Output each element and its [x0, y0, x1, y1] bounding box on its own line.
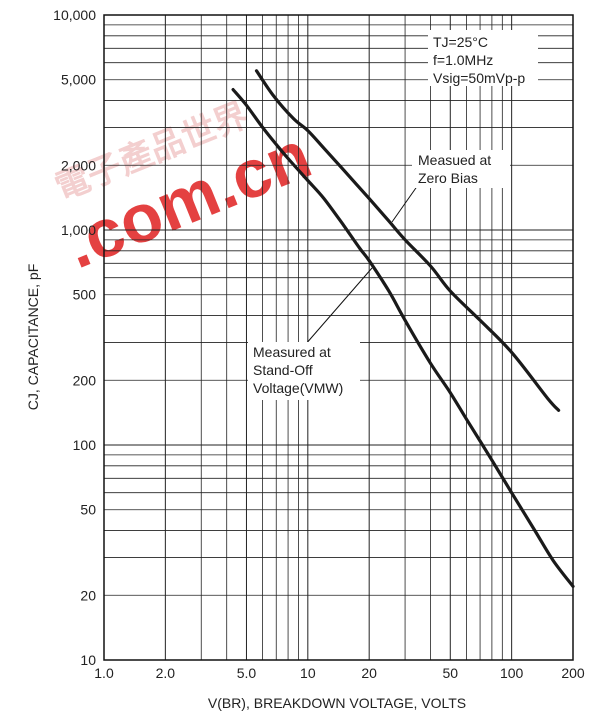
x-tick-label: 20 [361, 665, 377, 681]
standoff-label-line2: Stand-Off [253, 362, 313, 378]
standoff-label-line1: Measured at [253, 344, 331, 360]
condition-vsig: Vsig=50mVp-p [433, 70, 525, 86]
standoff-callout: Measured at Stand-Off Voltage(VMW) [248, 268, 372, 400]
x-tick-labels: 1.0 2.0 5.0 10 20 50 100 200 [94, 665, 585, 681]
grid [104, 15, 573, 660]
condition-tj: TJ=25°C [433, 34, 488, 50]
y-tick-label: 1,000 [61, 222, 96, 238]
y-tick-label: 10 [80, 652, 96, 668]
watermark: 電子產品世界 .com.cn [50, 95, 321, 283]
zero-bias-label-line2: Zero Bias [418, 170, 478, 186]
y-tick-label: 100 [73, 437, 97, 453]
y-tick-label: 500 [73, 287, 97, 303]
x-tick-label: 5.0 [237, 665, 257, 681]
standoff-label-line3: Voltage(VMW) [253, 380, 343, 396]
x-tick-label: 100 [500, 665, 524, 681]
y-tick-label: 20 [80, 587, 96, 603]
y-tick-label: 200 [73, 372, 97, 388]
x-tick-label: 200 [561, 665, 585, 681]
x-tick-label: 1.0 [94, 665, 114, 681]
y-tick-labels: 10 20 50 100 200 500 1,000 2,000 5,000 10,000 [53, 7, 96, 668]
x-tick-label: 10 [300, 665, 316, 681]
conditions-box: TJ=25°C f=1.0MHz Vsig=50mVp-p [428, 30, 538, 86]
y-tick-label: 10,000 [53, 7, 96, 23]
x-tick-label: 50 [442, 665, 458, 681]
x-tick-label: 2.0 [156, 665, 176, 681]
y-tick-label: 50 [80, 502, 96, 518]
y-tick-label: 2,000 [61, 157, 96, 173]
standoff-leader [305, 268, 372, 345]
zero-bias-callout: Measued at Zero Bias [392, 150, 510, 222]
zero-bias-label-line1: Measued at [418, 152, 491, 168]
y-axis-label: CJ, CAPACITANCE, pF [25, 264, 41, 411]
x-axis-label: V(BR), BREAKDOWN VOLTAGE, VOLTS [208, 695, 466, 711]
y-tick-label: 5,000 [61, 72, 96, 88]
condition-freq: f=1.0MHz [433, 52, 493, 68]
